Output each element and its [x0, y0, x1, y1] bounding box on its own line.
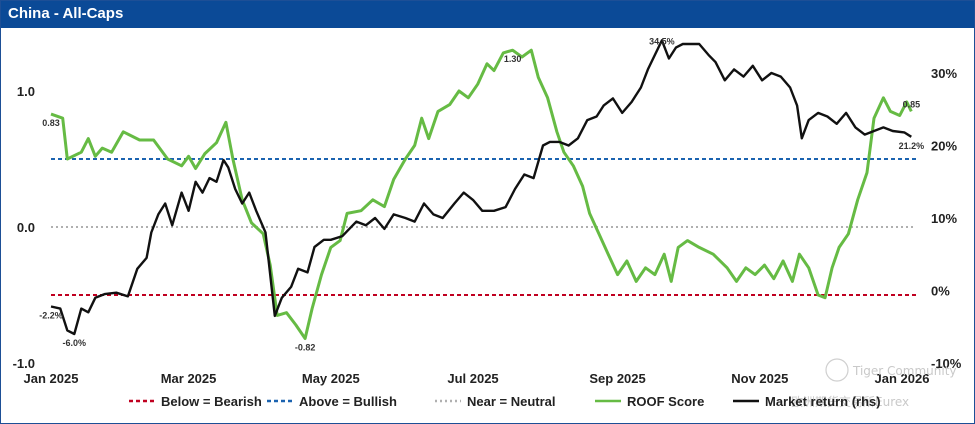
chart-title: China - All-Caps — [8, 5, 124, 22]
watermark-exchange: 欧洲期货交易所Eurex — [791, 394, 909, 409]
y-right-tick-label: -10% — [931, 356, 962, 371]
data-label: -2.2% — [39, 310, 63, 320]
data-label: 0.83 — [42, 118, 60, 128]
x-tick-label: May 2025 — [302, 371, 360, 386]
data-label: -0.82 — [295, 343, 316, 353]
legend-label: Market return (rhs) — [765, 394, 881, 409]
x-tick-label: Sep 2025 — [589, 371, 645, 386]
series-line-roof-score — [50, 48, 913, 340]
legend-label: ROOF Score — [627, 394, 704, 409]
watermark-logo-icon — [825, 358, 849, 382]
watermark-brand: Tiger Community — [852, 364, 957, 378]
x-tick-label: Nov 2025 — [731, 371, 788, 386]
title-bar: China - All-Caps — [1, 1, 974, 28]
y-left-tick-label: -1.0 — [13, 356, 35, 371]
data-label: 1.30 — [504, 54, 522, 64]
data-label: 21.2% — [899, 141, 925, 151]
y-right-tick-label: 0% — [931, 284, 950, 299]
data-label: 34.5% — [649, 36, 675, 46]
legend-label: Above = Bullish — [299, 394, 397, 409]
x-tick-label: Jan 2026 — [875, 371, 930, 386]
y-left-tick-label: 1.0 — [17, 84, 35, 99]
data-label: 0.85 — [903, 99, 921, 109]
y-right-tick-label: 20% — [931, 139, 957, 154]
x-tick-label: Mar 2025 — [161, 371, 217, 386]
data-label: -6.0% — [63, 338, 87, 348]
legend-label: Near = Neutral — [467, 394, 556, 409]
y-right-tick-label: 10% — [931, 211, 957, 226]
legend-label: Below = Bearish — [161, 394, 262, 409]
series-line-market-return — [50, 39, 912, 336]
x-tick-label: Jan 2025 — [24, 371, 79, 386]
y-left-tick-label: 0.0 — [17, 220, 35, 235]
y-right-tick-label: 30% — [931, 66, 957, 81]
x-tick-label: Jul 2025 — [447, 371, 498, 386]
